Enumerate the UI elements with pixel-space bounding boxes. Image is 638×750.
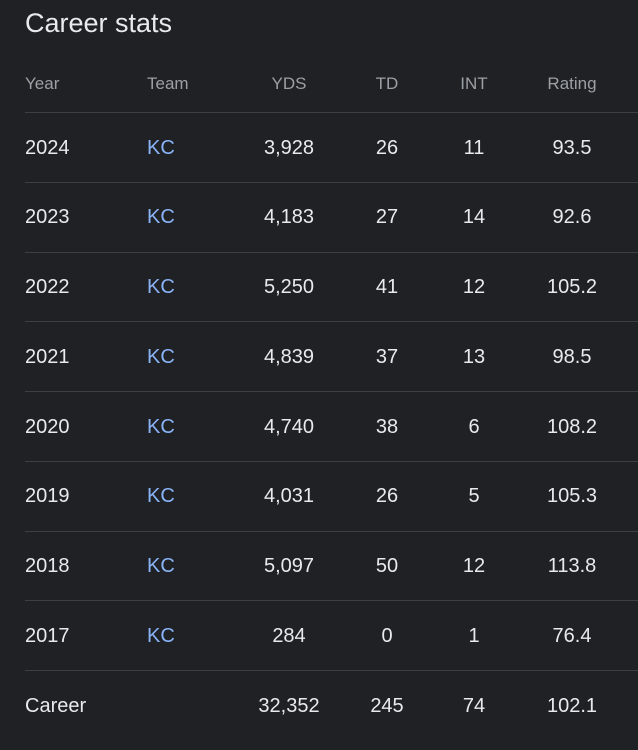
year-cell: 2019	[25, 485, 70, 508]
career-rating: 102.1	[546, 694, 598, 717]
section-title: Career stats	[25, 8, 173, 38]
int-cell: 12	[462, 555, 486, 577]
year-cell: 2022	[25, 276, 70, 298]
career-td: 245	[370, 694, 404, 717]
table-row: 2022 KC 5,250 41 12 105.2	[25, 251, 638, 323]
int-cell: 11	[463, 136, 485, 159]
career-int: 74	[462, 694, 486, 717]
yds-cell: 4,740	[263, 415, 315, 438]
team-link[interactable]: KC	[147, 624, 175, 647]
year-cell: 2017	[25, 624, 70, 647]
int-cell: 5	[468, 485, 480, 508]
td-cell: 41	[375, 276, 399, 298]
year-cell: 2024	[25, 136, 70, 159]
table-row: 2021 KC 4,839 37 13 98.5	[25, 321, 638, 392]
yds-cell: 5,097	[263, 555, 315, 577]
team-link[interactable]: KC	[147, 555, 175, 577]
yds-cell: 3,928	[263, 136, 315, 159]
table-row: 2023 KC 4,183 27 14 92.6	[25, 181, 638, 253]
table-header: Year Team YDS TD INT Rating	[25, 49, 638, 119]
column-header-team: Team	[147, 74, 189, 93]
int-cell: 1	[468, 624, 480, 647]
column-header-yds: YDS	[271, 74, 307, 93]
year-cell: 2018	[25, 555, 70, 577]
career-yds: 32,352	[258, 694, 320, 717]
team-link[interactable]: KC	[147, 345, 175, 368]
rating-cell: 93.5	[552, 136, 592, 159]
int-cell: 14	[462, 206, 486, 229]
team-link[interactable]: KC	[147, 136, 175, 159]
rating-cell: 105.3	[546, 485, 598, 508]
int-cell: 12	[462, 276, 486, 298]
table-row: 2017 KC 284 0 1 76.4	[25, 600, 638, 671]
team-link[interactable]: KC	[147, 485, 175, 508]
int-cell: 6	[468, 415, 480, 438]
td-cell: 27	[375, 206, 399, 229]
table-row: 2020 KC 4,740 38 6 108.2	[25, 391, 638, 462]
rating-cell: 98.5	[552, 345, 592, 368]
team-link[interactable]: KC	[147, 415, 175, 438]
td-cell: 0	[381, 624, 393, 647]
year-cell: 2021	[25, 345, 70, 368]
td-cell: 50	[375, 555, 399, 577]
year-cell: 2020	[25, 415, 70, 438]
int-cell: 13	[462, 345, 486, 368]
table-row: 2018 KC 5,097 50 12 113.8	[25, 530, 638, 602]
yds-cell: 284	[272, 624, 306, 647]
yds-cell: 5,250	[263, 276, 315, 298]
rating-cell: 108.2	[546, 415, 598, 438]
column-header-rating: Rating	[547, 74, 597, 93]
table-row: 2019 KC 4,031 26 5 105.3	[25, 460, 638, 532]
td-cell: 26	[375, 136, 399, 159]
table-row: 2024 KC 3,928 26 11 93.5	[25, 112, 638, 183]
yds-cell: 4,839	[263, 345, 315, 368]
td-cell: 37	[375, 345, 399, 368]
team-link[interactable]: KC	[147, 276, 175, 298]
td-cell: 38	[375, 415, 399, 438]
rating-cell: 105.2	[546, 276, 598, 298]
rating-cell: 92.6	[552, 206, 592, 229]
rating-cell: 113.8	[547, 555, 597, 577]
rating-cell: 76.4	[552, 624, 592, 647]
column-header-td: TD	[375, 74, 399, 93]
column-header-year: Year	[25, 74, 60, 93]
year-cell: 2023	[25, 206, 70, 229]
column-header-int: INT	[460, 74, 488, 93]
team-link[interactable]: KC	[147, 206, 175, 229]
td-cell: 26	[375, 485, 399, 508]
career-label: Career	[25, 694, 87, 717]
yds-cell: 4,183	[263, 206, 315, 229]
yds-cell: 4,031	[263, 485, 315, 508]
career-total-row: Career 32,352 245 74 102.1	[25, 670, 638, 741]
